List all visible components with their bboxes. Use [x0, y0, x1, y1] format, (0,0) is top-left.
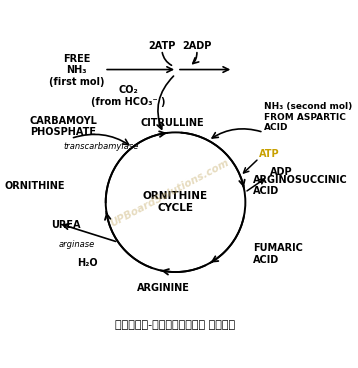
Text: arginase: arginase [59, 240, 95, 249]
Text: CARBAMOYL
PHOSPHATE: CARBAMOYL PHOSPHATE [30, 116, 98, 137]
Text: UPBoardSolutions.com: UPBoardSolutions.com [108, 158, 231, 229]
Text: UREA: UREA [51, 220, 81, 230]
Text: ADP: ADP [270, 167, 292, 177]
Text: CO₂
(from HCO₃⁻ ): CO₂ (from HCO₃⁻ ) [91, 85, 166, 107]
Text: ORNITHINE: ORNITHINE [4, 181, 65, 191]
Text: transcarbamylase: transcarbamylase [63, 142, 139, 151]
Text: FREE
NH₃
(first mol): FREE NH₃ (first mol) [49, 54, 105, 87]
Text: FUMARIC
ACID: FUMARIC ACID [253, 243, 303, 265]
Text: ORNITHINE
CYCLE: ORNITHINE CYCLE [143, 191, 208, 213]
Text: CITRULLINE: CITRULLINE [141, 118, 204, 128]
Text: चित्र-ऑर्निथीन चक्र: चित्र-ऑर्निथीन चक्र [116, 320, 236, 330]
Text: ARGININE: ARGININE [137, 283, 190, 293]
Text: 2ADP: 2ADP [182, 41, 212, 51]
Text: ARGINOSUCCINIC
ACID: ARGINOSUCCINIC ACID [253, 175, 348, 196]
Text: NH₃ (second mol)
FROM ASPARTIC
ACID: NH₃ (second mol) FROM ASPARTIC ACID [263, 102, 352, 132]
Text: H₂O: H₂O [77, 258, 98, 268]
Text: ATP: ATP [259, 149, 280, 159]
Text: 2ATP: 2ATP [148, 41, 175, 51]
